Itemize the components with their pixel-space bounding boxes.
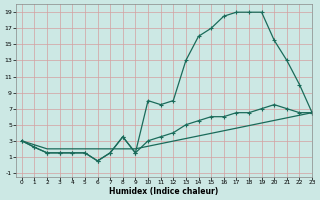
X-axis label: Humidex (Indice chaleur): Humidex (Indice chaleur) <box>109 187 219 196</box>
